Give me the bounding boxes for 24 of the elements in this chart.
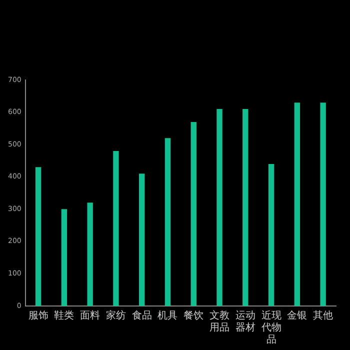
x-tick-label: 机具: [158, 310, 178, 322]
bar: [139, 174, 145, 306]
bar: [216, 109, 222, 306]
bar: [113, 151, 119, 306]
bar: [190, 122, 196, 306]
x-tick-label: 家纺: [106, 310, 126, 322]
x-tick-label: 近现代物品: [260, 310, 282, 346]
x-tick-label: 文教用品: [210, 310, 230, 334]
x-tick-label: 鞋类: [54, 310, 74, 322]
x-tick-label: 服饰: [28, 310, 48, 322]
x-tick-label: 运动器材: [235, 310, 256, 334]
bar: [61, 209, 68, 306]
bar: [87, 202, 93, 306]
bar: [294, 102, 300, 306]
bar: [320, 102, 326, 306]
bar: [164, 138, 171, 306]
x-tick-label: 面料: [80, 310, 100, 322]
x-tick-label: 食品: [132, 310, 152, 322]
x-tick-label: 其他: [313, 310, 334, 322]
x-tick-label: 金银: [287, 310, 308, 322]
bar: [268, 164, 274, 306]
bar: [242, 109, 248, 306]
bar: [35, 167, 42, 306]
x-tick-label: 餐饮: [184, 310, 204, 322]
